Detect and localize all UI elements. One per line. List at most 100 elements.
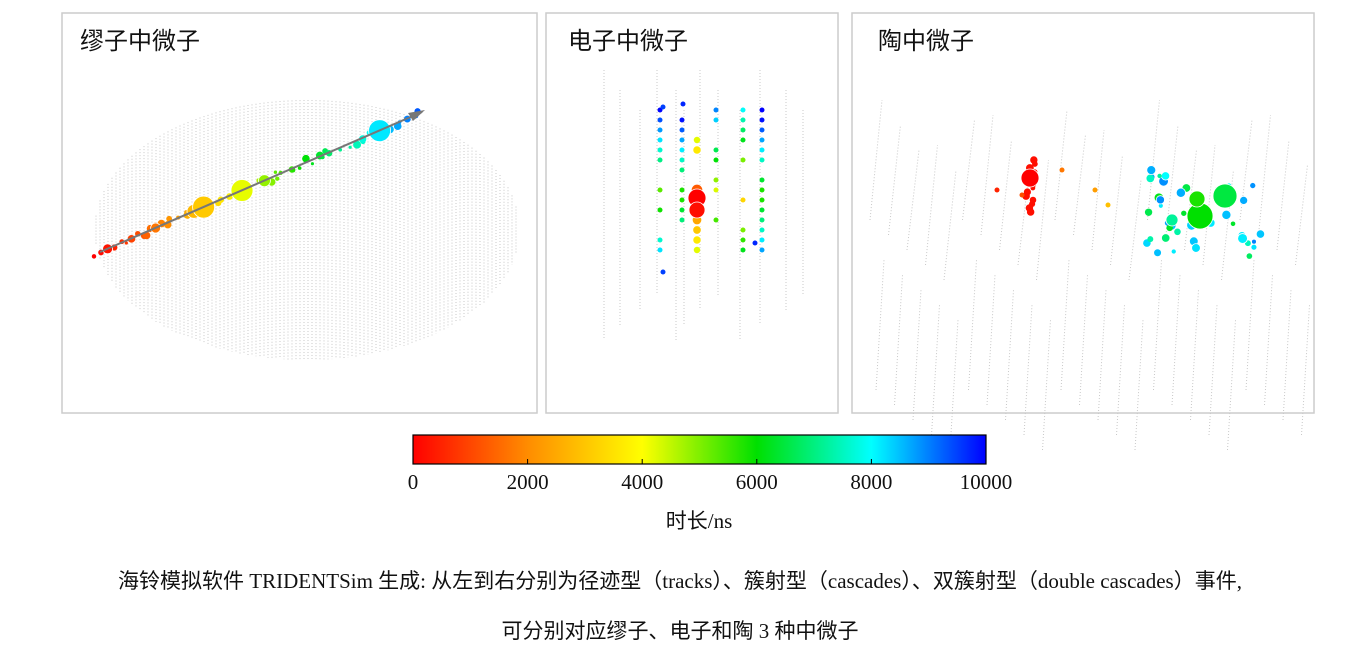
hit [1059,167,1065,173]
hit [692,225,702,235]
hit [680,101,686,107]
hit [1181,210,1187,216]
hit [124,241,128,245]
detector-string [949,319,959,451]
hit [353,140,362,149]
hit [994,187,1000,193]
colorbar-tick-label: 4000 [621,470,663,494]
hit [657,207,663,213]
hit [166,215,173,222]
hit [679,197,685,203]
hit [713,217,719,223]
hit [657,147,663,153]
detector-string [888,124,901,236]
detector-string [1264,274,1273,406]
panel-title: 缪子中微子 [80,27,200,55]
hit [740,107,746,113]
panel-title: 陶中微子 [878,27,974,55]
detector-string [1023,304,1033,436]
hit [297,166,302,170]
detector-string [875,259,885,391]
track-arrowhead [408,110,425,121]
hit [657,157,663,163]
hit [91,254,97,259]
colorbar-tick-label: 0 [408,470,419,494]
hit [1144,208,1153,216]
detector-string [986,274,996,406]
detector-string [1301,304,1310,436]
detector-string [912,289,922,421]
hit [1019,192,1025,198]
detector-string [1036,159,1049,281]
hit [660,269,666,275]
hit [348,145,352,149]
hit [740,137,746,143]
hit [1092,187,1098,193]
detector-string [1116,304,1125,436]
hit [1105,202,1111,208]
hit [1174,228,1181,236]
detector-string [1091,129,1105,251]
detector-string [1110,154,1123,266]
hit [1175,187,1186,198]
hit [1256,230,1265,238]
hit [740,117,746,123]
hit [740,127,746,133]
hit [1157,173,1162,179]
hit [759,197,765,203]
hit [1237,233,1248,244]
hit [713,177,719,183]
detector-string [1171,274,1181,406]
hit [1250,182,1256,189]
detector-string [943,169,957,281]
detector-string [1060,259,1070,391]
detector-string [1245,259,1255,391]
hit [679,187,685,193]
hit [679,127,685,133]
hit [679,147,685,153]
hit [273,170,278,174]
hit [759,227,765,233]
hit [679,117,685,123]
detector-string [1282,289,1292,421]
hit [759,237,765,243]
detector-string [1054,109,1068,221]
hit [740,247,746,253]
hit [1221,209,1232,220]
hit [693,246,701,254]
hit [713,147,719,153]
hit [759,117,765,123]
hit [759,127,765,133]
hit [1251,239,1257,244]
hit [657,117,663,123]
hit [679,157,685,163]
hit [759,107,765,113]
hit [759,247,765,253]
hit [1146,174,1155,183]
colorbar [412,434,987,465]
hit [1246,253,1253,259]
detector-string [1276,139,1290,251]
caption-line: 可分别对应缪子、电子和陶 3 种中微子 [502,619,859,643]
colorbar-label: 时长/ns [666,509,733,533]
hit [759,147,765,153]
detector-string [980,114,994,236]
hit [1191,243,1201,253]
hit [693,146,701,154]
hit [679,167,685,173]
colorbar-tick-label: 8000 [850,470,892,494]
detector-string [1147,99,1160,221]
detector-string [968,259,977,391]
detector-string [1258,114,1271,236]
hit [693,136,701,144]
hit [1020,168,1040,188]
detector-string [869,99,883,221]
hit [1165,213,1179,227]
hit [713,117,719,123]
colorbar-tick-label: 2000 [507,470,549,494]
hit [657,137,663,143]
panel-title: 电子中微子 [568,27,688,55]
track-arrow [99,111,423,253]
detector-string [1202,144,1216,266]
